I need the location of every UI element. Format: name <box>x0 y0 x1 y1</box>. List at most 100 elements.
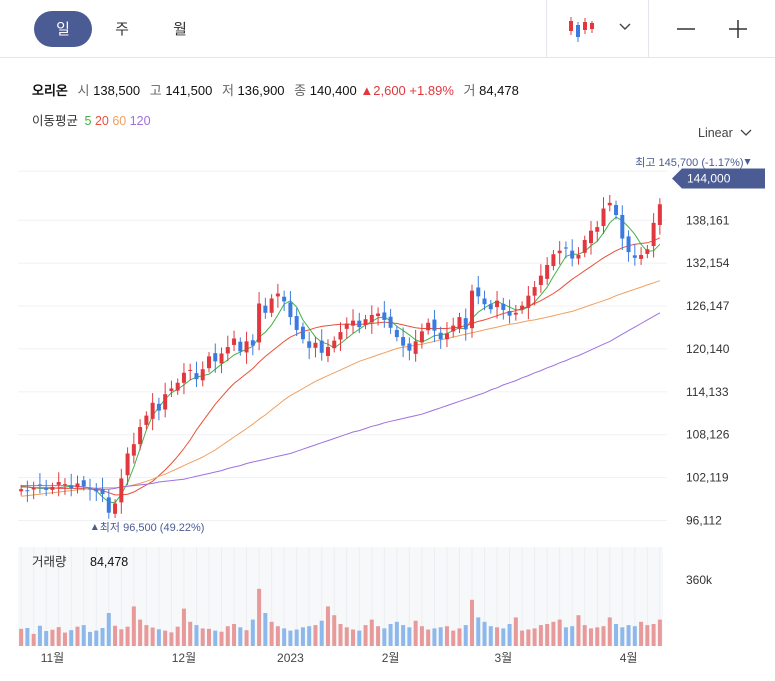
moving-average-legend[interactable]: 이동평균 5 20 60 120 <box>32 110 151 129</box>
toolbar-divider <box>546 0 547 58</box>
candle-body <box>369 314 374 323</box>
volume-bar <box>75 626 80 646</box>
volume-bar <box>620 627 625 646</box>
candle-body <box>94 489 99 492</box>
volume-bar <box>588 628 593 646</box>
price-axis-tick: 114,133 <box>686 385 729 399</box>
price-axis-tick: 108,126 <box>686 428 730 442</box>
candle-body <box>25 490 30 492</box>
tab-daily[interactable]: 일 <box>34 11 92 47</box>
candle-body <box>313 342 318 348</box>
tab-weekly[interactable]: 주 <box>115 20 129 38</box>
time-axis-tick: 2월 <box>382 651 400 665</box>
candle-body <box>557 250 562 254</box>
volume-bar <box>250 619 255 646</box>
candle-body <box>100 489 105 495</box>
candle-body <box>250 340 255 346</box>
candle-body <box>44 487 49 490</box>
candle-body <box>507 311 512 316</box>
volume-bar <box>601 626 606 646</box>
volume-bar <box>307 626 312 646</box>
candle-body <box>150 402 155 419</box>
candle-body <box>131 444 136 456</box>
volume-bar <box>257 588 262 646</box>
chart-type-dropdown[interactable] <box>560 12 640 46</box>
candle-body <box>457 317 462 329</box>
volume-bar <box>88 631 93 646</box>
last-price-tag <box>672 168 765 189</box>
ma5-line <box>20 216 661 504</box>
candle-body <box>614 204 619 215</box>
volume-bar <box>119 629 124 646</box>
candle-body <box>376 313 381 317</box>
volume-bar <box>401 625 406 646</box>
candle-body <box>169 388 174 391</box>
volume-bar <box>426 629 431 646</box>
volume-bar <box>150 627 155 646</box>
open-label: 시 <box>77 83 90 98</box>
candle-body <box>570 250 575 259</box>
minus-icon <box>677 28 695 30</box>
zoom-in-button[interactable] <box>722 12 756 46</box>
volume-bar <box>338 624 343 646</box>
candle-body <box>545 264 550 279</box>
candle-body <box>31 487 36 490</box>
volume-bar <box>175 626 180 646</box>
candle-body <box>257 303 262 343</box>
candle-body <box>213 353 218 362</box>
close-value: 140,400 <box>309 83 357 98</box>
candle-body <box>244 341 249 353</box>
candle-body <box>419 331 424 343</box>
candle-body <box>651 222 656 247</box>
ma60-label: 60 <box>112 114 127 128</box>
volume-bar <box>19 628 24 646</box>
volume-bar <box>232 624 237 646</box>
candle-body <box>75 483 80 488</box>
candle-body <box>282 296 287 302</box>
volume-bar <box>163 630 168 646</box>
volume-bars <box>19 588 662 646</box>
volume-bar <box>651 624 656 646</box>
volume-bar <box>482 621 487 646</box>
volume-bar <box>206 628 211 646</box>
zoom-out-button[interactable] <box>670 12 704 46</box>
candle-body <box>307 341 312 348</box>
candle-body <box>444 333 449 340</box>
volume-bar <box>138 619 143 646</box>
scale-dropdown[interactable]: Linear <box>698 126 752 140</box>
ma60-line <box>21 280 661 497</box>
volume-panel-bg <box>18 547 663 646</box>
candle-body <box>551 254 556 267</box>
candle-body <box>263 305 268 313</box>
candle-body <box>438 332 443 340</box>
candle-body <box>138 427 143 445</box>
volume-bar <box>551 621 556 646</box>
volume-bar <box>470 599 475 646</box>
candle-body <box>451 325 456 332</box>
volume-bar <box>50 629 55 646</box>
candle-body <box>288 302 293 318</box>
volume-bar <box>225 626 230 646</box>
volume-bar <box>238 627 243 646</box>
volume-bar <box>639 621 644 646</box>
volume-bar <box>313 625 318 646</box>
price-axis: 138,161 132,154 126,147 120,140 114,133 108,1… <box>686 213 730 527</box>
volume-bar <box>294 629 299 646</box>
candle-body <box>513 312 518 315</box>
candle-body <box>432 319 437 331</box>
time-axis-tick: 2023 <box>277 651 304 665</box>
volume-bar <box>513 617 518 646</box>
volume-background <box>18 547 663 646</box>
volume-bar <box>31 633 36 646</box>
tab-monthly[interactable]: 월 <box>173 20 187 38</box>
low-label: 저 <box>221 83 234 98</box>
volume-bar <box>332 615 337 646</box>
min-price-label: 최저 96,500 (49.22%) <box>100 521 205 534</box>
candle-body <box>300 326 305 340</box>
change-value: ▲2,600 <box>360 83 406 98</box>
candle-body <box>357 320 362 328</box>
chevron-down-icon <box>740 129 752 136</box>
toolbar-divider <box>648 0 649 58</box>
volume-bar <box>413 620 418 646</box>
candle-body <box>563 247 568 249</box>
